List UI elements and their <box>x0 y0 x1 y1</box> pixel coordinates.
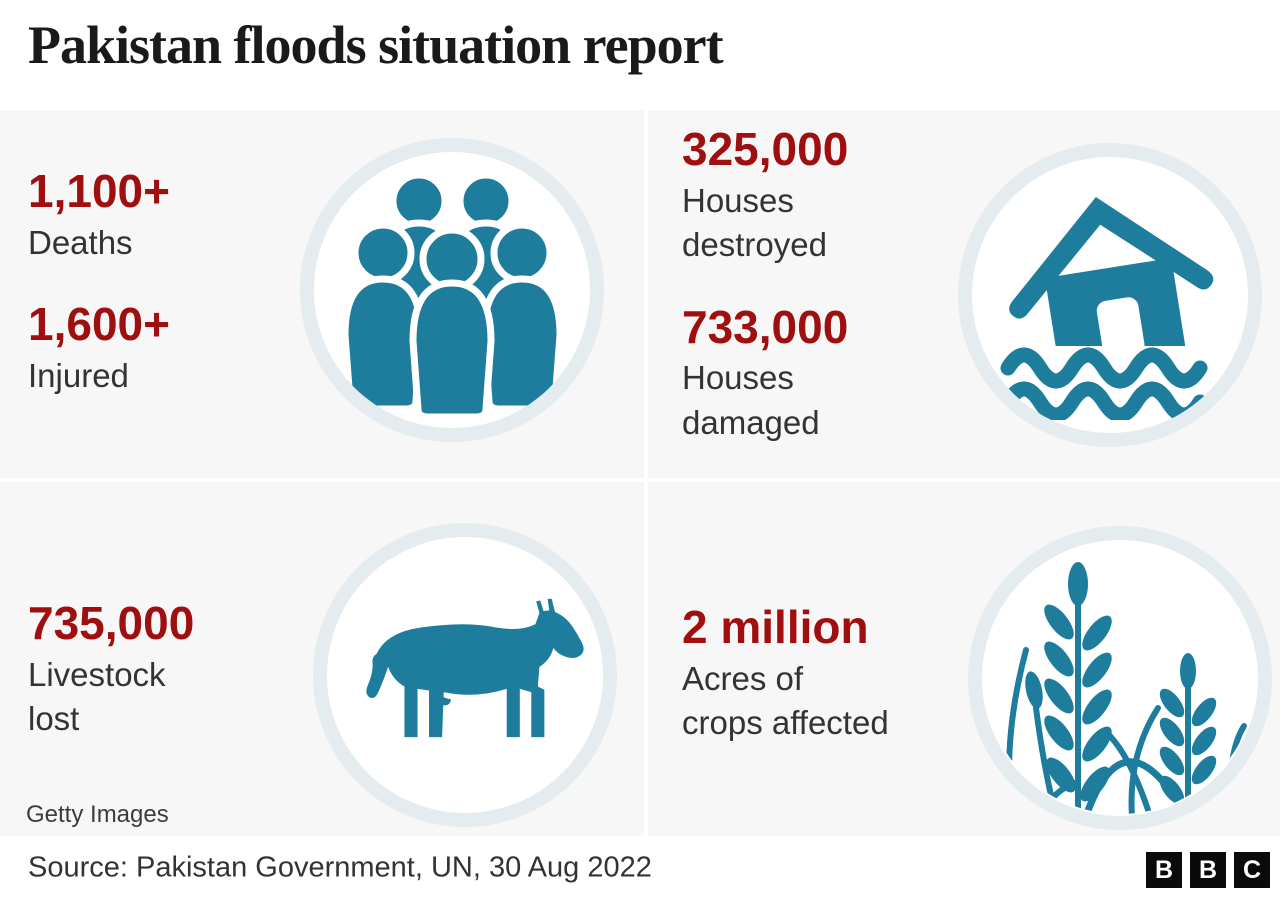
stat-houses-damaged: 733,000 Houses damaged <box>682 300 849 446</box>
panel-houses: 325,000 Houses destroyed 733,000 Houses … <box>648 110 1280 478</box>
flooded-house-icon <box>958 143 1262 447</box>
houses-destroyed-value: 325,000 <box>682 123 849 175</box>
bbc-logo-block-c: C <box>1234 852 1270 888</box>
stat-livestock: 735,000 Livestock lost <box>28 597 195 742</box>
stats-grid: 1,100+ Deaths 1,600+ Injured <box>0 110 1280 836</box>
injured-value: 1,600+ <box>28 298 170 351</box>
crops-stats: 2 million Acres of crops affected <box>682 601 889 746</box>
footer: Source: Pakistan Government, UN, 30 Aug … <box>0 836 1280 900</box>
houses-damaged-value: 733,000 <box>682 300 849 353</box>
houses-damaged-label: Houses damaged <box>682 359 820 441</box>
crops-value: 2 million <box>682 601 869 653</box>
livestock-stats: 735,000 Livestock lost <box>28 597 195 742</box>
stat-crops: 2 million Acres of crops affected <box>682 601 889 746</box>
houses-stats: 325,000 Houses destroyed 733,000 Houses … <box>682 123 849 446</box>
people-group-icon <box>300 138 604 442</box>
bbc-logo-block-b1: B <box>1146 852 1182 888</box>
stat-deaths: 1,100+ Deaths <box>28 165 170 265</box>
panel-crops: 2 million Acres of crops affected <box>648 482 1280 836</box>
stat-injured: 1,600+ Injured <box>28 299 170 398</box>
crops-label: Acres of crops affected <box>682 659 889 742</box>
livestock-value: 735,000 <box>28 597 195 649</box>
injured-label: Injured <box>28 356 129 394</box>
image-credit: Getty Images <box>26 801 169 829</box>
stat-houses-destroyed: 325,000 Houses destroyed <box>682 123 849 268</box>
casualties-stats: 1,100+ Deaths 1,600+ Injured <box>28 165 170 398</box>
panel-casualties: 1,100+ Deaths 1,600+ Injured <box>0 110 644 478</box>
bbc-logo: B B C <box>1146 852 1270 888</box>
wheat-crops-icon <box>968 526 1272 830</box>
livestock-label: Livestock lost <box>28 655 166 738</box>
deaths-value: 1,100+ <box>28 165 170 217</box>
panel-livestock: 735,000 Livestock lost Getty Images <box>0 482 644 836</box>
deaths-label: Deaths <box>28 223 133 261</box>
bbc-logo-block-b2: B <box>1190 852 1226 888</box>
cow-icon <box>313 523 617 827</box>
houses-destroyed-label: Houses destroyed <box>682 181 827 264</box>
source-text: Source: Pakistan Government, UN, 30 Aug … <box>28 851 652 884</box>
page-title: Pakistan floods situation report <box>28 15 724 75</box>
